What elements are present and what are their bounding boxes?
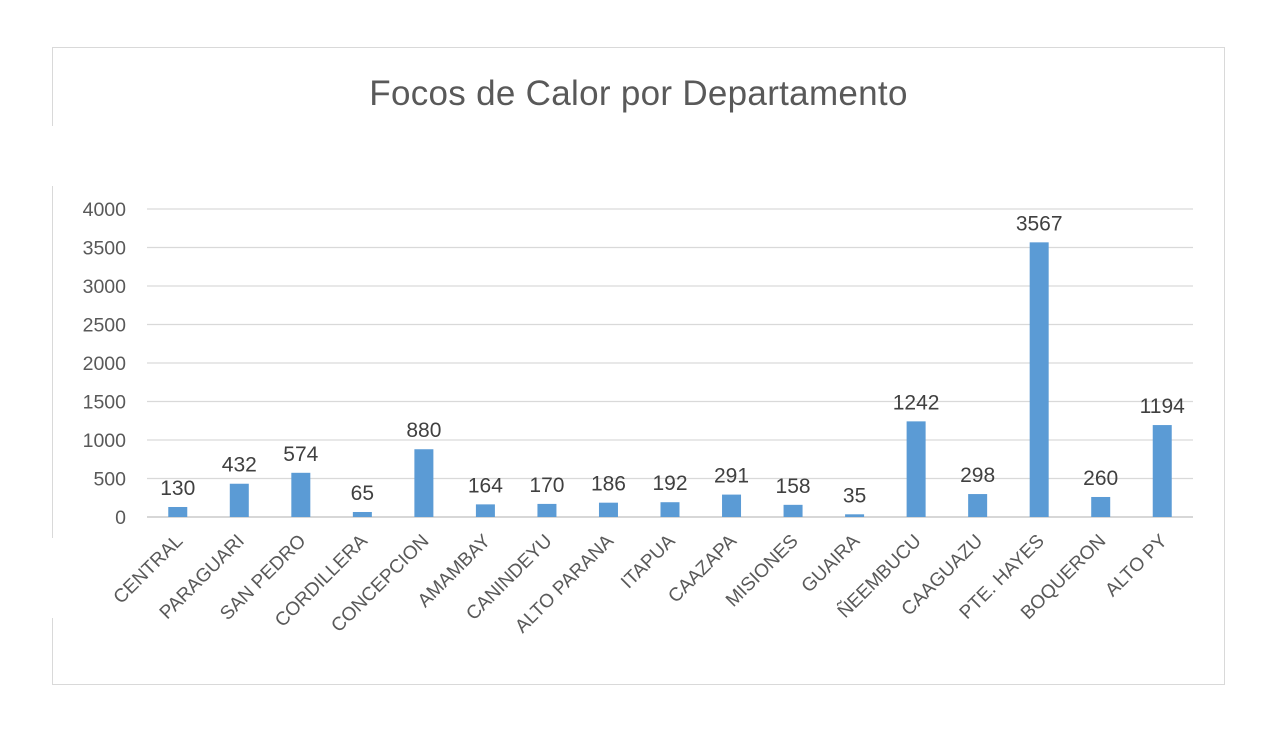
y-tick-label: 2000 bbox=[83, 353, 127, 375]
y-tick-label: 4000 bbox=[83, 199, 127, 221]
data-label: 260 bbox=[1083, 467, 1118, 490]
bar bbox=[845, 514, 865, 517]
bar bbox=[660, 502, 680, 517]
bar bbox=[968, 494, 988, 517]
bar bbox=[783, 504, 803, 517]
frame-gap bbox=[50, 126, 56, 186]
bar bbox=[414, 449, 434, 517]
data-label: 158 bbox=[776, 475, 811, 498]
data-label: 3567 bbox=[1016, 212, 1063, 235]
data-label: 1194 bbox=[1140, 395, 1185, 418]
data-label: 291 bbox=[714, 465, 749, 488]
chart-title: Focos de Calor por Departamento bbox=[369, 74, 908, 113]
bar bbox=[475, 504, 495, 517]
bar bbox=[906, 421, 926, 517]
bar bbox=[1152, 425, 1172, 517]
data-label: 192 bbox=[652, 472, 687, 495]
data-label: 65 bbox=[351, 482, 374, 505]
bar bbox=[1091, 496, 1111, 517]
data-label: 186 bbox=[591, 473, 626, 496]
data-label: 164 bbox=[468, 474, 503, 497]
bar bbox=[598, 502, 618, 517]
bar bbox=[229, 483, 249, 517]
data-label: 35 bbox=[843, 484, 866, 507]
data-label: 130 bbox=[160, 477, 195, 500]
bar bbox=[722, 494, 742, 517]
y-tick-label: 2500 bbox=[83, 315, 127, 337]
data-label: 574 bbox=[283, 443, 318, 466]
data-label: 432 bbox=[222, 454, 257, 477]
bar bbox=[168, 506, 188, 517]
y-tick-label: 3000 bbox=[83, 276, 127, 298]
category-label: ITAPUA bbox=[617, 530, 680, 593]
data-label: 880 bbox=[406, 419, 441, 442]
y-tick-label: 3500 bbox=[83, 238, 127, 260]
category-label: ALTO PY bbox=[1101, 530, 1172, 601]
chart-area bbox=[52, 47, 1225, 685]
y-tick-label: 1500 bbox=[83, 392, 127, 414]
bar bbox=[352, 511, 372, 517]
frame-gap-lower bbox=[50, 538, 56, 618]
y-tick-label: 0 bbox=[115, 507, 126, 529]
data-label: 298 bbox=[960, 464, 995, 487]
y-tick-label: 500 bbox=[93, 469, 126, 491]
bar bbox=[537, 503, 557, 517]
data-label: 1242 bbox=[893, 391, 940, 414]
bar bbox=[291, 472, 311, 517]
bar bbox=[1029, 242, 1049, 517]
y-tick-label: 1000 bbox=[83, 430, 127, 452]
data-label: 170 bbox=[529, 474, 564, 497]
